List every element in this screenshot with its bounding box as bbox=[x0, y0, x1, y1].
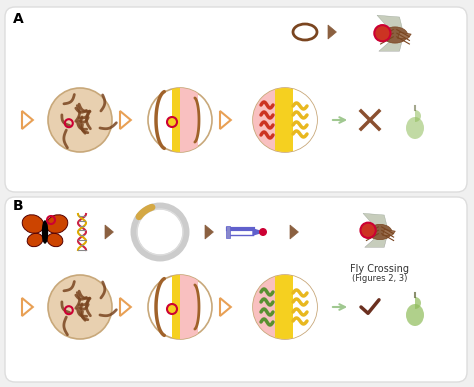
Polygon shape bbox=[415, 110, 421, 122]
Circle shape bbox=[374, 25, 391, 41]
Bar bbox=[178, 88, 198, 152]
Polygon shape bbox=[205, 225, 213, 239]
Circle shape bbox=[148, 88, 212, 152]
Ellipse shape bbox=[406, 117, 424, 139]
Circle shape bbox=[48, 275, 112, 339]
Bar bbox=[293, 88, 325, 152]
Text: Fly Crossing: Fly Crossing bbox=[350, 264, 410, 274]
Bar bbox=[253, 275, 292, 339]
Circle shape bbox=[167, 304, 177, 314]
Polygon shape bbox=[377, 15, 402, 31]
Text: A: A bbox=[13, 12, 24, 26]
Ellipse shape bbox=[383, 27, 408, 43]
FancyBboxPatch shape bbox=[5, 197, 467, 382]
Polygon shape bbox=[415, 297, 421, 309]
Bar bbox=[178, 275, 198, 339]
Circle shape bbox=[167, 117, 177, 127]
Polygon shape bbox=[253, 229, 263, 235]
Polygon shape bbox=[398, 32, 411, 39]
Polygon shape bbox=[105, 225, 113, 239]
Circle shape bbox=[259, 228, 267, 236]
FancyBboxPatch shape bbox=[5, 7, 467, 192]
Polygon shape bbox=[328, 25, 337, 39]
Bar bbox=[172, 275, 180, 339]
Text: (Figures 2, 3): (Figures 2, 3) bbox=[352, 274, 408, 283]
Polygon shape bbox=[365, 235, 387, 247]
Ellipse shape bbox=[368, 224, 392, 240]
Bar bbox=[226, 226, 230, 238]
Ellipse shape bbox=[27, 233, 43, 247]
Polygon shape bbox=[383, 229, 395, 235]
Circle shape bbox=[253, 88, 317, 152]
Circle shape bbox=[253, 275, 317, 339]
Bar bbox=[275, 88, 297, 152]
Polygon shape bbox=[379, 39, 402, 51]
Bar bbox=[275, 275, 297, 339]
Ellipse shape bbox=[46, 215, 68, 233]
Ellipse shape bbox=[43, 221, 47, 243]
Ellipse shape bbox=[47, 233, 63, 247]
Ellipse shape bbox=[22, 215, 44, 233]
Circle shape bbox=[360, 223, 376, 238]
Circle shape bbox=[148, 275, 212, 339]
Ellipse shape bbox=[406, 304, 424, 326]
Polygon shape bbox=[290, 225, 299, 239]
Text: B: B bbox=[13, 199, 24, 213]
Circle shape bbox=[48, 88, 112, 152]
Polygon shape bbox=[363, 213, 387, 228]
Bar bbox=[172, 88, 180, 152]
Bar bbox=[293, 275, 325, 339]
Bar bbox=[253, 88, 292, 152]
